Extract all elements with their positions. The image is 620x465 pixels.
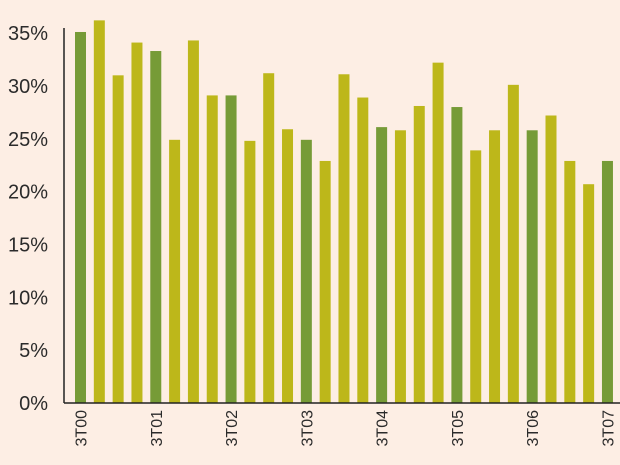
bar-1T02 bbox=[187, 40, 199, 403]
bar-1T03 bbox=[263, 73, 275, 403]
bar-3T03 bbox=[300, 139, 312, 403]
x-tick-label: 3T06 bbox=[525, 410, 542, 447]
bar-1T07 bbox=[564, 160, 576, 403]
bar-3T00 bbox=[75, 31, 86, 404]
x-tick-label: 3T02 bbox=[224, 410, 241, 447]
x-axis: 3T00 3T01 3T02 3T03 3T04 3T05 3T06 3T07 bbox=[64, 402, 620, 447]
y-tick-label: 0% bbox=[19, 393, 48, 415]
bar-4T01 bbox=[169, 139, 181, 403]
bar-4T05 bbox=[470, 150, 482, 403]
bar-2T03 bbox=[282, 129, 294, 404]
bar-4T02 bbox=[244, 140, 256, 404]
bar-2T02 bbox=[206, 95, 218, 403]
y-tick-label: 30% bbox=[8, 76, 48, 98]
y-tick-label: 35% bbox=[8, 23, 48, 45]
y-tick-label: 5% bbox=[19, 340, 48, 362]
x-tick-label: 3T01 bbox=[149, 410, 166, 447]
y-tick-label: 25% bbox=[8, 129, 48, 151]
bar-1T06 bbox=[489, 130, 501, 404]
y-tick-label: 10% bbox=[8, 287, 48, 309]
bar-1T05 bbox=[413, 105, 425, 403]
bar-3T02 bbox=[225, 95, 237, 403]
x-tick-label: 3T00 bbox=[74, 410, 91, 447]
bar-2T05 bbox=[432, 62, 444, 404]
bar-3T04 bbox=[376, 127, 388, 404]
y-tick-label: 15% bbox=[8, 234, 48, 256]
bar-3T06 bbox=[526, 130, 538, 404]
bar-1T04 bbox=[338, 74, 350, 404]
y-tick-label: 20% bbox=[8, 182, 48, 204]
bar-3T07 bbox=[601, 160, 613, 403]
x-tick-label: 3T05 bbox=[450, 410, 467, 447]
bar-4T00 bbox=[93, 20, 105, 404]
x-tick-label: 3T04 bbox=[375, 410, 392, 447]
bar-4T03 bbox=[319, 160, 331, 403]
x-tick-label: 3T03 bbox=[299, 410, 316, 447]
x-tick-label: 3T07 bbox=[600, 410, 617, 447]
bar-3T05 bbox=[451, 107, 463, 403]
bar-4T04 bbox=[394, 130, 406, 404]
bar-group bbox=[75, 20, 613, 404]
bar-4T06 bbox=[545, 115, 557, 403]
bar-2T07 bbox=[583, 184, 595, 403]
y-axis: 0% 5% 10% 15% 20% 25% 30% 35% bbox=[8, 23, 65, 415]
bar-1T01 bbox=[112, 75, 124, 403]
bar-2T06 bbox=[507, 84, 519, 403]
bar-2T01 bbox=[131, 42, 143, 404]
bar-3T01 bbox=[150, 51, 162, 404]
bar-2T04 bbox=[357, 97, 369, 403]
